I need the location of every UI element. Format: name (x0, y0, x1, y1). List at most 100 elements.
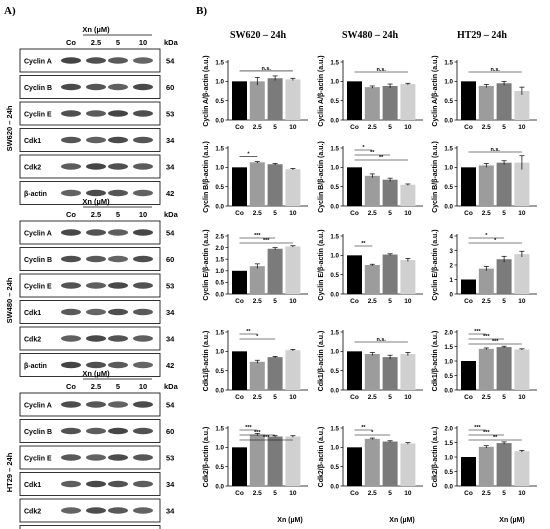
protein-band (86, 427, 106, 435)
x-tick-label: 10 (289, 490, 297, 497)
column-title: HT29 – 24h (457, 30, 507, 41)
protein-band (86, 57, 106, 64)
x-tick-label: Co (464, 394, 473, 401)
protein-band (108, 255, 128, 263)
protein-band (61, 282, 81, 289)
y-axis-label: Cyclin E/β-actin (a.u.) (432, 229, 439, 300)
y-tick-label: 0.0 (330, 483, 339, 490)
y-tick-label: 1.5 (444, 440, 453, 447)
column-title: SW480 – 24h (342, 30, 399, 41)
x-tick-label: 5 (273, 124, 277, 131)
significance-label: * (247, 152, 250, 158)
y-tick-label: 4 (450, 233, 454, 240)
bar (461, 81, 476, 120)
protein-band (86, 189, 106, 197)
y-axis-label: Cdk1/β-actin (a.u.) (318, 331, 325, 392)
x-tick-label: 5 (273, 298, 277, 305)
protein-band (86, 229, 106, 236)
bar (461, 361, 476, 390)
y-tick-label: 3 (450, 248, 454, 255)
y-axis-label: Cyclin E/β-actin (a.u.) (318, 229, 325, 300)
bar (267, 436, 283, 486)
x-tick-label: 10 (289, 210, 297, 217)
x-tick-label: 5 (388, 124, 392, 131)
y-axis-label: Cdk2/β-actin (a.u.) (318, 427, 325, 488)
kda-value: 53 (166, 110, 174, 119)
protein-band (108, 335, 128, 342)
x-tick-label: 2.5 (253, 298, 262, 305)
y-tick-label: 0.5 (330, 272, 339, 279)
significance-label: n.s. (490, 147, 500, 153)
y-axis-label: Cyclin A/β-actin (a.u.) (203, 55, 210, 126)
protein-band (108, 83, 128, 91)
x-tick-label: 2.5 (253, 394, 262, 401)
x-tick-label: 5 (502, 124, 506, 131)
y-tick-label: 1.5 (330, 233, 339, 240)
protein-band (61, 308, 81, 316)
bar (478, 348, 494, 390)
protein-band (61, 110, 81, 117)
cell-line-label: SW480 – 24h (5, 277, 14, 323)
protein-label: Cyclin A (24, 59, 52, 66)
blot-strip (19, 525, 161, 529)
panel-a-label: A) (4, 5, 16, 17)
protein-band (86, 83, 106, 91)
bar (347, 255, 362, 294)
kda-header: kDa (164, 382, 179, 391)
y-tick-label: 1.5 (330, 329, 339, 336)
y-tick-label: 0.5 (444, 373, 453, 380)
bar (400, 443, 416, 486)
y-axis-label: Cyclin B/β-actin (a.u.) (318, 141, 325, 213)
bar (382, 254, 398, 294)
significance-label: *** (492, 339, 499, 345)
y-tick-label: 0.5 (330, 368, 339, 375)
treatment-header: Xn (µM) (82, 25, 110, 34)
protein-label: Cdk2 (24, 337, 41, 344)
protein-band (86, 401, 106, 408)
x-tick-label: 10 (404, 210, 412, 217)
bar-chart: Cdk2/β-actin (a.u.) 0.0 0.5 1.0 1.5 Co 2.5 5 10 *… (318, 425, 423, 497)
x-axis-title: Xn (µM) (499, 517, 524, 524)
western-blot-panel: Xn (µM) Co 2.5 5 10 kDa HT29 – 24h Cyclin A 54 Cy… (5, 369, 179, 529)
y-tick-label: 0.0 (330, 291, 339, 298)
bar (267, 357, 283, 390)
protein-band (133, 335, 153, 342)
significance-label: n.s. (490, 67, 500, 73)
protein-band (61, 361, 81, 369)
y-tick-label: 0.0 (215, 291, 224, 298)
y-tick-label: 1.0 (330, 445, 339, 452)
y-tick-label: 1.0 (215, 268, 224, 275)
kda-value: 42 (166, 361, 174, 370)
y-tick-label: 1.5 (330, 425, 339, 432)
bar-chart: Cyclin E/β-actin (a.u.) 0.0 0.5 1.0 1.5 Co 2.5… (318, 229, 423, 305)
significance-label: ** (379, 155, 384, 161)
x-tick-label: 5 (388, 210, 392, 217)
significance-label: *** (245, 425, 252, 431)
x-tick-label: 10 (518, 298, 526, 305)
y-axis-label: Cyclin E/β-actin (a.u.) (203, 229, 210, 300)
x-tick-label: 2.5 (253, 490, 262, 497)
treatment-header: Xn (µM) (82, 197, 110, 206)
kda-value: 34 (166, 136, 175, 145)
significance-label: ** (493, 435, 498, 441)
protein-band (133, 255, 153, 263)
bar (232, 270, 247, 294)
y-tick-label: 0.5 (330, 98, 339, 105)
y-tick-label: 0.0 (444, 117, 453, 124)
significance-label: * (494, 238, 497, 244)
y-tick-label: 1.5 (444, 59, 453, 66)
y-tick-label: 0.5 (215, 464, 224, 471)
bar (249, 162, 265, 206)
x-axis-title: Xn (µM) (389, 517, 414, 524)
x-tick-label: Co (235, 210, 244, 217)
bar (232, 351, 247, 390)
protein-band (61, 163, 81, 170)
lane-label: 2.5 (91, 38, 101, 47)
bar (400, 354, 416, 390)
bar-chart: Cdk2/β-actin (a.u.) 0.0 0.5 1.0 1.5 2.0 Co 2.5 5… (432, 425, 537, 497)
y-axis-label: Cdk2/β-actin (a.u.) (203, 427, 210, 488)
bar (382, 179, 398, 206)
protein-band (108, 308, 128, 316)
y-tick-label: 0.5 (330, 184, 339, 191)
